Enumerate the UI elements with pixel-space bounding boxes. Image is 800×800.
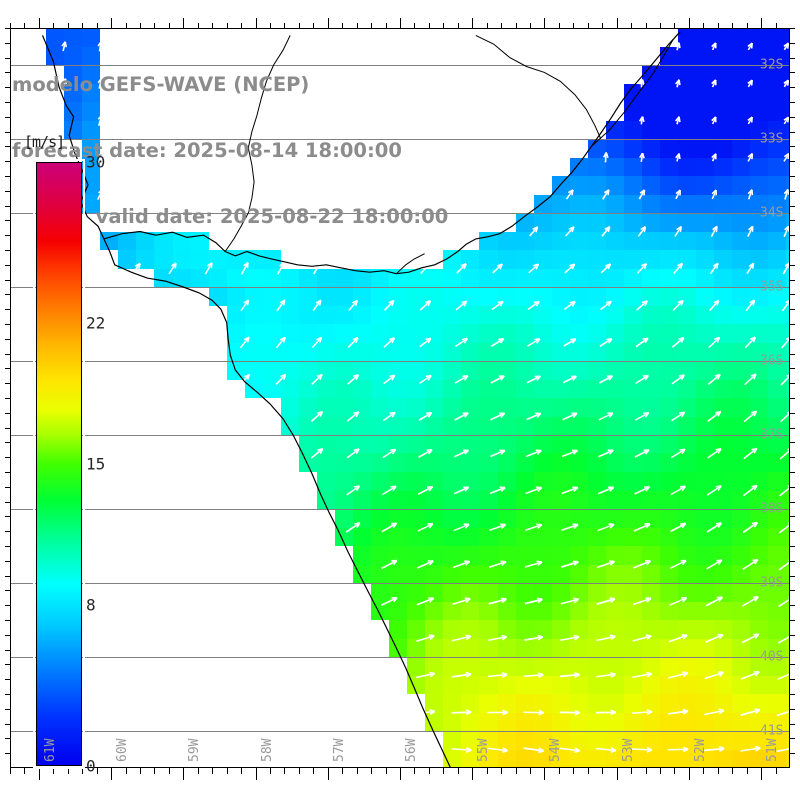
longitude-label-61W: 61W <box>42 738 58 762</box>
latitude-label-41S: 41S <box>760 723 784 739</box>
longitude-label-51W: 51W <box>765 738 781 762</box>
longitude-label-57W: 57W <box>331 738 347 762</box>
plot-area <box>10 28 790 768</box>
longitude-label-55W: 55W <box>476 738 492 762</box>
longitude-label-54W: 54W <box>548 738 564 762</box>
longitude-label-60W: 60W <box>115 738 131 762</box>
latitude-label-37S: 37S <box>760 427 784 443</box>
longitude-label-59W: 59W <box>187 738 203 762</box>
latitude-label-35S: 35S <box>760 279 784 295</box>
latitude-label-34S: 34S <box>760 205 784 221</box>
longitude-label-52W: 52W <box>692 738 708 762</box>
axis-ticks-bottom <box>10 768 777 780</box>
title-block: modelo GEFS-WAVE (NCEP) forecast date: 2… <box>12 30 532 272</box>
colorbar-tick-22: 22 <box>86 313 106 333</box>
title-valid-date: valid date: 2025-08-22 18:00:00 <box>95 205 449 228</box>
latitude-label-38S: 38S <box>760 501 784 517</box>
axis-ticks-right <box>790 28 795 754</box>
graticule <box>10 65 790 732</box>
colorbar-tick-8: 8 <box>86 595 96 615</box>
axis-ticks-top <box>10 18 777 28</box>
colorbar-outline <box>33 159 85 769</box>
latitude-label-33S: 33S <box>760 131 784 147</box>
longitude-label-56W: 56W <box>404 738 419 762</box>
title-model: modelo GEFS-WAVE (NCEP) <box>12 73 310 96</box>
axis-ticks-left <box>5 28 10 754</box>
colorbar-unit-label: [m/s] <box>24 133 65 151</box>
title-forecast-date: forecast date: 2025-08-14 18:00:00 <box>12 139 402 162</box>
coastline <box>41 31 681 768</box>
colorbar-tick-30: 30 <box>86 152 106 172</box>
latitude-label-40S: 40S <box>760 649 784 665</box>
windspeed-raster <box>10 28 790 768</box>
latitude-label-32S: 32S <box>760 57 784 73</box>
colorbar <box>33 159 85 769</box>
colorbar-gradient <box>36 162 82 766</box>
longitude-label-58W: 58W <box>259 738 275 762</box>
latitude-label-36S: 36S <box>760 353 784 369</box>
colorbar-tick-15: 15 <box>86 454 106 474</box>
latitude-label-39S: 39S <box>760 575 784 591</box>
longitude-label-53W: 53W <box>620 738 636 762</box>
colorbar-tick-0: 0 <box>86 756 96 776</box>
